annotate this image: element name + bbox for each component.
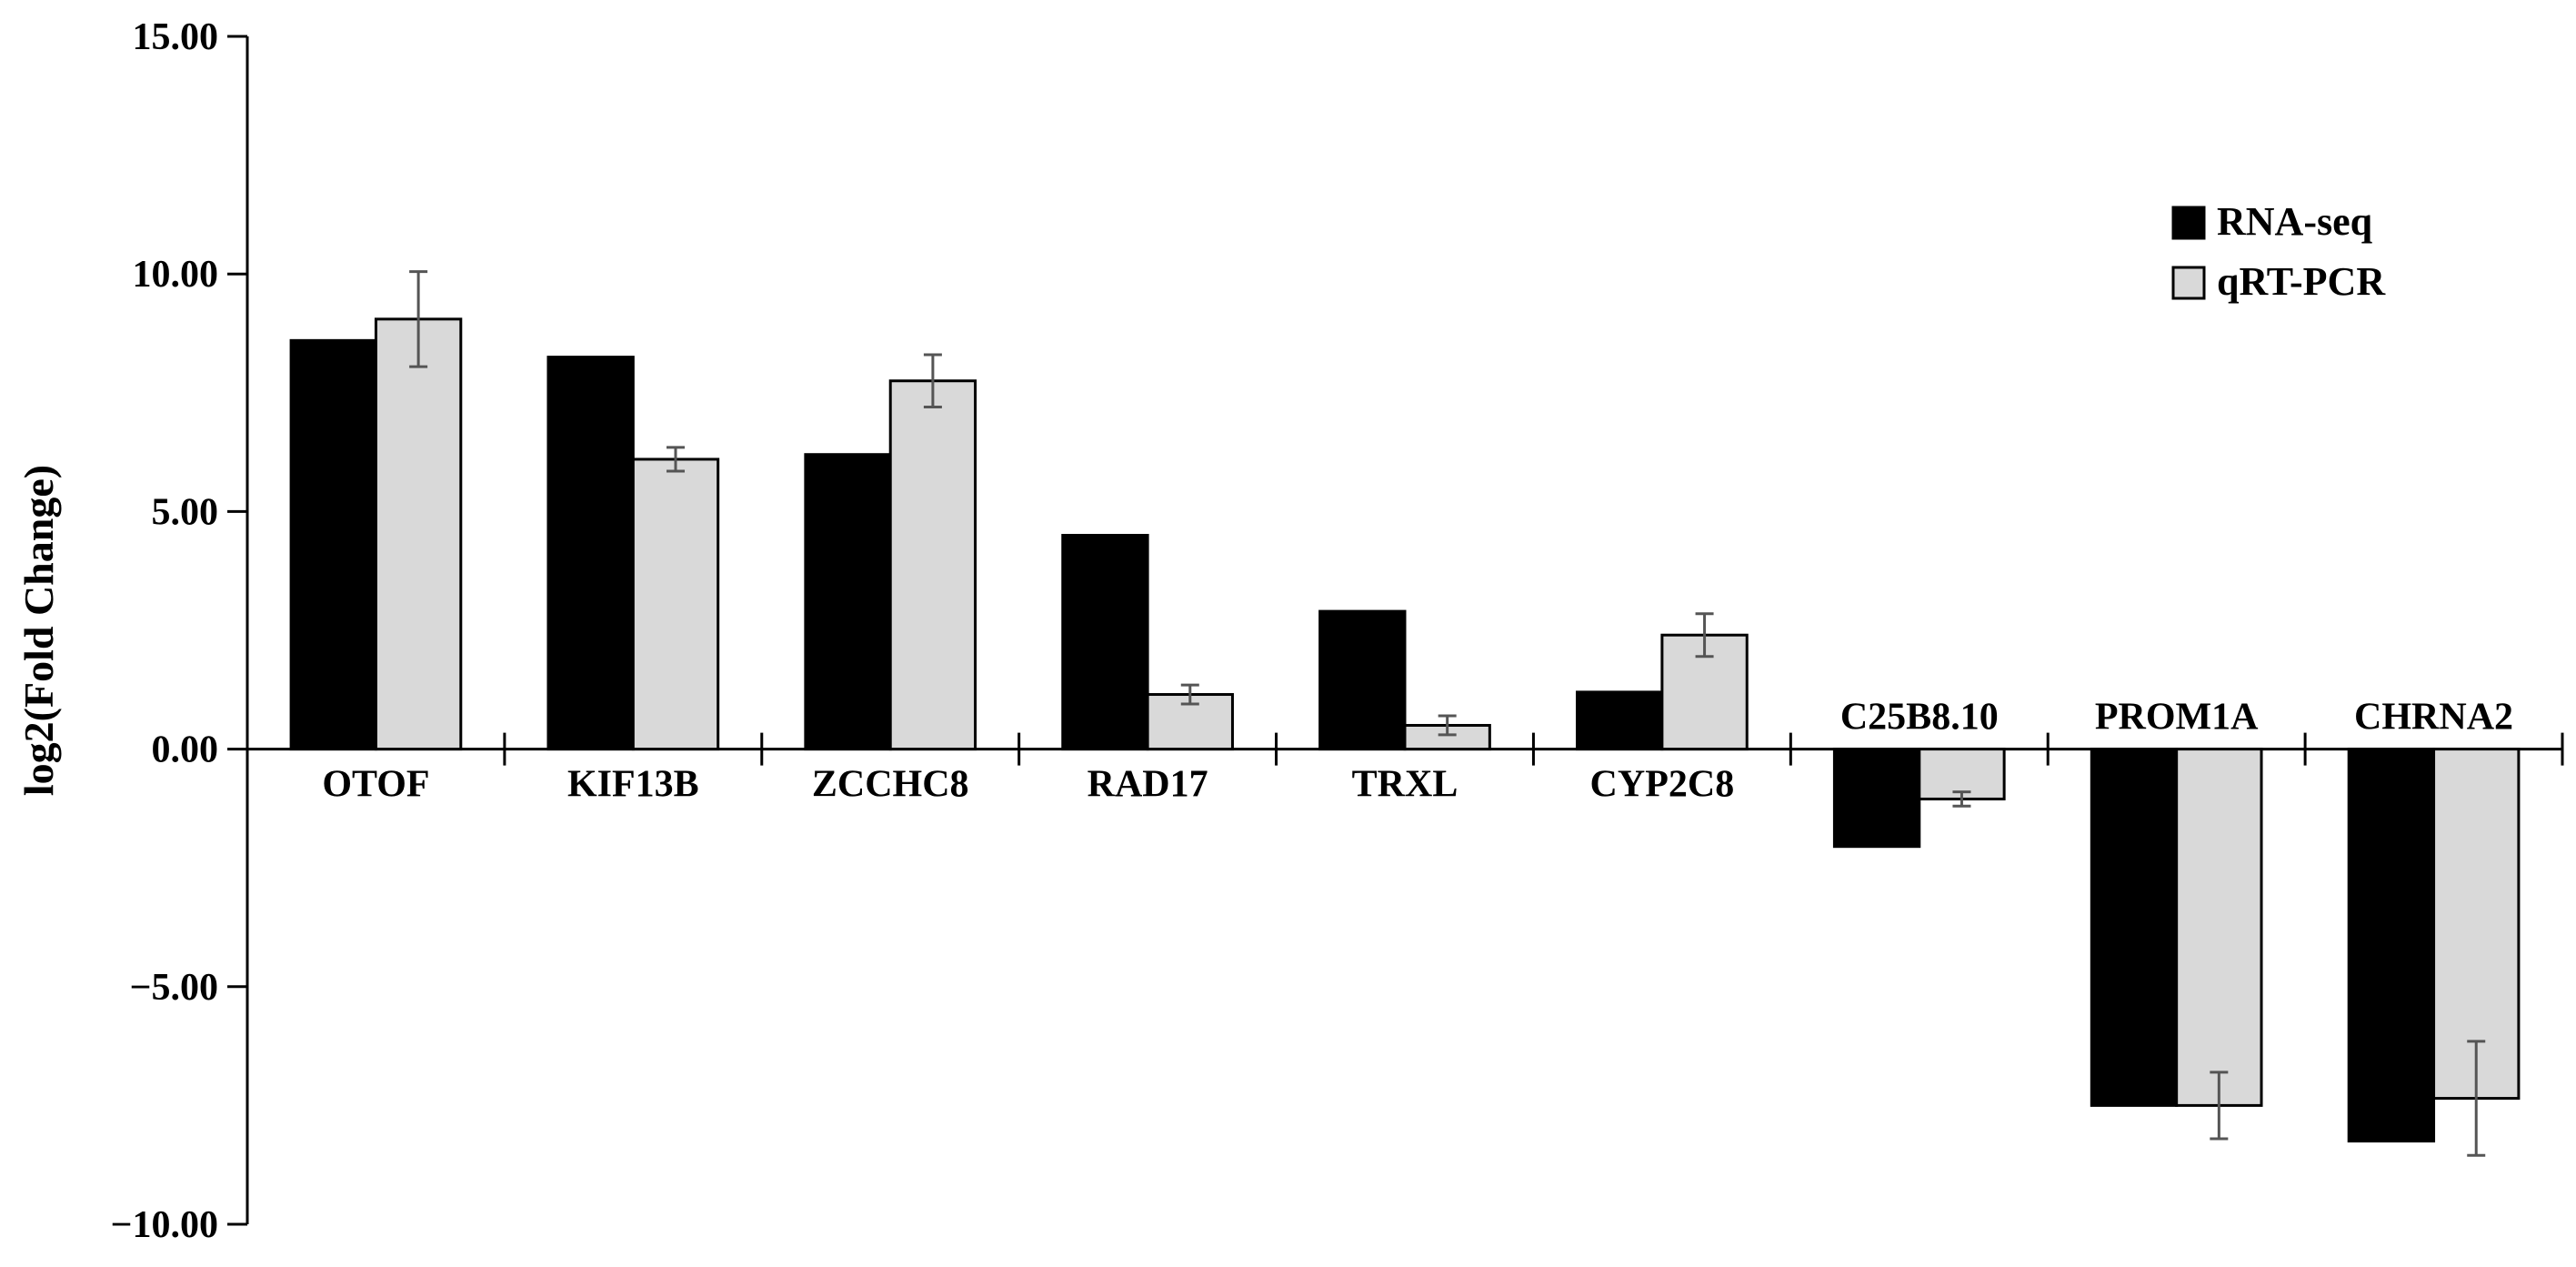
bar-rna-seq <box>2347 748 2436 1143</box>
bar-rna-seq <box>2090 748 2179 1107</box>
legend-swatch-rna-seq <box>2171 206 2206 240</box>
y-tick-label: 15.00 <box>133 16 219 58</box>
y-tick-label: −10.00 <box>111 1204 218 1246</box>
y-ticks: 15.00 10.00 5.00 0.00 −5.00 −10.00 <box>111 16 247 1246</box>
category-label: TRXL <box>1352 764 1458 806</box>
bar-qrt-pcr <box>2175 748 2263 1107</box>
legend: RNA-seq qRT-PCR <box>2171 199 2386 304</box>
category-label: CHRNA2 <box>2354 697 2513 739</box>
bar-rna-seq <box>1576 690 1664 751</box>
bar-qrt-pcr <box>374 317 463 751</box>
y-axis-label: log2(Fold Change) <box>15 465 62 796</box>
bar-qrt-pcr <box>631 458 720 751</box>
category-label: PROM1A <box>2095 697 2259 739</box>
y-tick-label: 0.00 <box>152 729 219 771</box>
bar-rna-seq <box>804 453 892 751</box>
category-labels: OTOF KIF13B ZCCHC8 RAD17 TRXL CYP2C8 C25B8.10 P… <box>322 697 2513 806</box>
bar-rna-seq <box>1318 609 1407 751</box>
y-tick-label: −5.00 <box>130 967 218 1009</box>
bar-rna-seq <box>289 338 377 751</box>
bar-rna-seq <box>546 356 635 751</box>
error-bars <box>409 270 2486 1157</box>
bar-rna-seq <box>1061 534 1149 751</box>
legend-swatch-qrt-pcr <box>2171 266 2206 300</box>
category-label: C25B8.10 <box>1840 697 1999 739</box>
legend-label: RNA-seq <box>2217 199 2373 244</box>
x-ticks <box>503 732 2564 766</box>
category-label: RAD17 <box>1088 764 1208 806</box>
category-label: ZCCHC8 <box>812 764 969 806</box>
category-label: OTOF <box>322 764 429 806</box>
bars <box>289 317 2521 1143</box>
y-tick-label: 5.00 <box>152 491 219 533</box>
category-label: KIF13B <box>567 764 699 806</box>
bar-rna-seq <box>1832 748 1921 849</box>
bar-qrt-pcr <box>888 379 977 751</box>
y-tick-label: 10.00 <box>133 254 219 296</box>
category-label: CYP2C8 <box>1590 764 1735 806</box>
legend-label: qRT-PCR <box>2217 259 2386 304</box>
